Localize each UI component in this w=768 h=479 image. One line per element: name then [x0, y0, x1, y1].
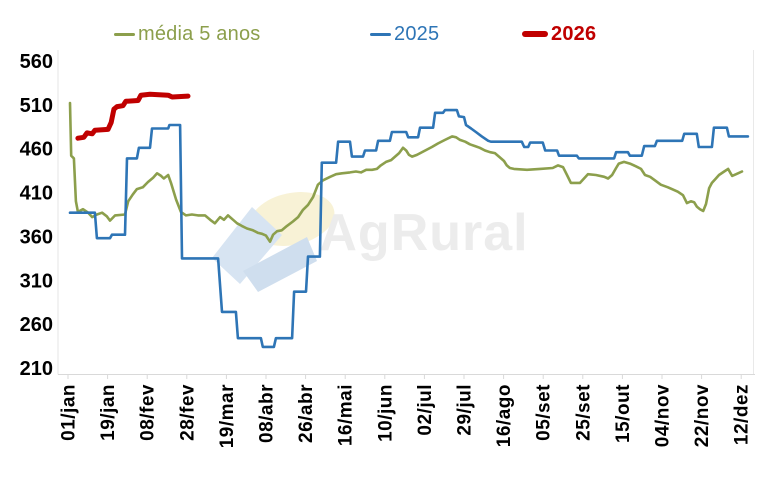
legend-swatch-2026 [522, 31, 548, 37]
watermark-text: AgRural [319, 204, 528, 262]
legend-item-2026: 2026 [522, 20, 596, 48]
legend-label-media-5-anos: média 5 anos [138, 22, 261, 45]
x-axis-label: 19/jan [98, 384, 119, 441]
y-axis-label: 410 [20, 183, 53, 205]
series-lines [68, 91, 750, 349]
x-axis-label: 28/fev [177, 384, 198, 441]
legend-label-2025: 2025 [394, 22, 440, 45]
y-axis-label: 510 [20, 95, 53, 117]
x-axis-label: 08/fev [138, 384, 159, 441]
axes [57, 50, 755, 375]
chart-legend: média 5 anos 2025 2026 [0, 20, 768, 48]
x-axis-label: 12/dez [732, 384, 753, 445]
legend-item-2025: 2025 [370, 20, 439, 48]
x-axis-label: 10/jun [375, 384, 396, 442]
x-axis-label: 25/set [573, 384, 594, 441]
x-axis-label: 22/nov [692, 384, 713, 447]
x-axis-label: 01/jan [59, 384, 80, 441]
y-axis-label: 310 [20, 270, 53, 292]
y-axis-label: 210 [20, 358, 53, 380]
x-axis-labels: 01/jan 19/jan 08/fev 28/fev 19/mar 08/abr 26/a… [59, 374, 753, 448]
x-axis-label: 05/set [534, 384, 555, 441]
series-line-média-5-anos [68, 101, 744, 243]
legend-swatch-media-5-anos [114, 32, 135, 36]
x-axis-label: 16/ago [494, 384, 515, 447]
x-axis-label: 02/jul [415, 384, 436, 436]
watermark-logo-swoosh-blue [212, 207, 282, 284]
series-line-2025 [68, 108, 750, 349]
x-axis-label: 16/mai [336, 384, 357, 446]
y-axis-label: 360 [20, 226, 53, 248]
x-axis-label: 26/abr [296, 384, 317, 443]
x-axis-label: 15/out [613, 384, 634, 443]
y-axis-label: 560 [20, 51, 53, 73]
y-axis-label: 260 [20, 314, 53, 336]
x-axis-label: 08/abr [257, 384, 278, 443]
watermark-logo-swoosh-blue-2 [243, 237, 317, 292]
legend-swatch-2025 [370, 32, 391, 36]
legend-item-media-5-anos: média 5 anos [114, 20, 260, 48]
legend-label-2026: 2026 [551, 22, 597, 45]
series-line-2026 [75, 91, 191, 141]
x-axis-label: 19/mar [217, 384, 238, 448]
y-axis-label: 460 [20, 139, 53, 161]
x-axis-label: 04/nov [653, 384, 674, 447]
y-axis-labels: 560 510 460 410 360 310 260 210 [20, 51, 53, 380]
watermark: AgRural [212, 192, 528, 292]
x-axis-label: 29/jul [455, 384, 476, 436]
